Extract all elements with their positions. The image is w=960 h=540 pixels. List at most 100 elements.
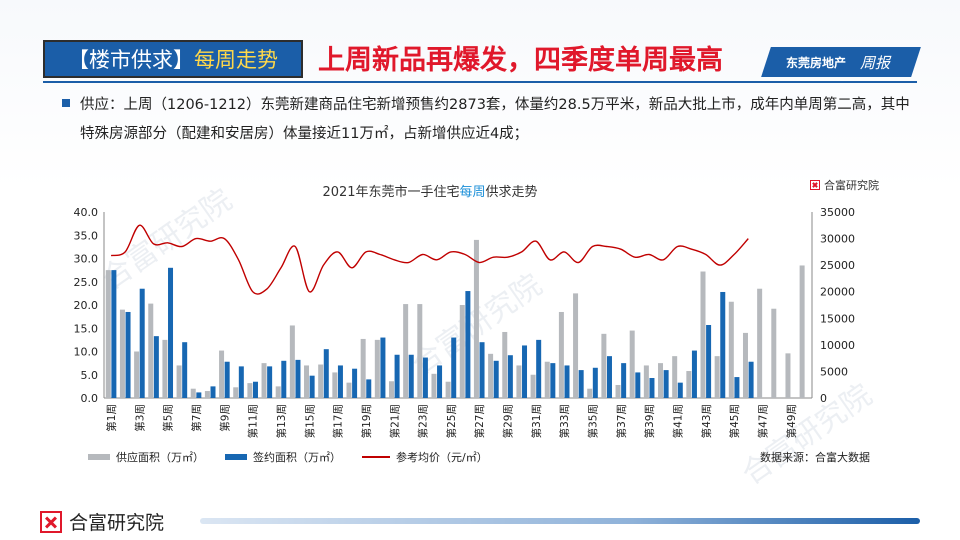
y-tick-label-right: 30000 [820, 233, 855, 246]
bar-sales [592, 367, 598, 398]
bar-supply [502, 331, 508, 398]
bar-supply [686, 371, 692, 398]
y-tick-label-right: 10000 [820, 339, 855, 352]
y-tick-label-right: 25000 [820, 259, 855, 272]
bar-supply [289, 325, 295, 398]
x-tick-label: 第17周 [332, 404, 345, 438]
bar-supply [728, 301, 734, 398]
bar-sales [408, 354, 414, 398]
bar-sales [309, 375, 315, 398]
bar-supply [488, 353, 494, 398]
bar-sales [720, 291, 726, 398]
x-tick-label: 第41周 [671, 404, 684, 438]
bar-sales [479, 342, 485, 398]
x-tick-label: 第23周 [417, 404, 430, 438]
x-tick-label: 第3周 [133, 404, 146, 432]
bar-supply [204, 391, 210, 398]
legend-swatch-sales [225, 454, 247, 460]
y-tick-label-left: 40.0 [74, 206, 99, 219]
bar-sales [706, 324, 712, 398]
bar-sales [238, 366, 244, 398]
bar-sales [380, 337, 386, 398]
bar-supply [799, 265, 805, 398]
legend-label-price: 参考均价（元/㎡） [396, 451, 488, 464]
bar-supply [304, 365, 310, 398]
bar-supply [459, 305, 465, 398]
bar-sales [734, 377, 740, 398]
legend-label-supply: 供应面积（万㎡） [116, 451, 204, 464]
x-tick-label: 第43周 [700, 404, 713, 438]
bar-sales [182, 342, 188, 398]
bar-sales [691, 350, 697, 398]
bar-supply [388, 381, 394, 398]
bar-supply [629, 330, 635, 398]
bar-sales [451, 337, 457, 398]
bar-supply [700, 271, 706, 398]
bar-supply [318, 364, 324, 398]
bar-sales [366, 379, 372, 398]
bar-supply [544, 361, 550, 398]
line-price [110, 224, 749, 295]
bar-supply [473, 239, 479, 398]
x-tick-label: 第33周 [558, 404, 571, 438]
bar-sales [267, 366, 273, 398]
bar-sales [111, 270, 117, 398]
brand-logo-icon [40, 510, 62, 533]
y-tick-label-right: 35000 [820, 206, 855, 219]
bar-sales [295, 359, 301, 398]
bar-supply [643, 365, 649, 398]
section-tag-prefix: 【楼市供求】 [68, 48, 194, 72]
bar-supply [516, 365, 522, 398]
bar-sales [337, 365, 343, 398]
y-tick-label-left: 15.0 [74, 322, 99, 335]
chart-title-prefix: 2021年东莞市一手住宅 [322, 185, 460, 200]
x-tick-label: 第19周 [360, 404, 373, 438]
bar-sales [507, 355, 513, 398]
y-tick-label-left: 10.0 [74, 346, 99, 359]
bar-sales [635, 372, 641, 398]
x-tick-label: 第37周 [615, 404, 628, 438]
bar-supply [530, 374, 536, 398]
legend-item-sales: 签约面积（万㎡） [225, 449, 341, 465]
bar-sales [437, 365, 443, 398]
footer-logo: 合富研究院 [40, 508, 164, 535]
x-tick-label: 第9周 [218, 404, 231, 432]
bar-supply [105, 270, 111, 398]
bar-sales [125, 311, 131, 398]
bar-supply [148, 303, 154, 398]
x-tick-label: 第45周 [728, 404, 741, 438]
chart-logo: 合富研究院 [810, 177, 879, 193]
bar-sales [663, 370, 669, 398]
legend-item-supply: 供应面积（万㎡） [88, 449, 204, 465]
bar-supply [615, 384, 621, 398]
y-tick-label-left: 35.0 [74, 229, 99, 242]
bar-supply [601, 333, 607, 398]
legend-item-price: 参考均价（元/㎡） [362, 449, 488, 465]
brand-logo-icon [810, 180, 820, 190]
bar-sales [210, 386, 216, 398]
bar-supply [219, 350, 225, 398]
bar-sales [352, 368, 358, 398]
bar-supply [176, 365, 182, 398]
bar-supply [658, 363, 664, 398]
bar-supply [587, 388, 593, 398]
bar-supply [190, 388, 196, 398]
y-tick-label-left: 5.0 [81, 369, 99, 382]
bar-supply [672, 356, 678, 398]
bullet-icon [62, 99, 70, 107]
bar-sales [196, 392, 202, 398]
bar-sales [649, 378, 655, 398]
bar-supply [332, 372, 338, 398]
bar-sales [621, 363, 627, 398]
bar-sales [536, 339, 542, 398]
x-tick-label: 第47周 [756, 404, 769, 438]
brand-name: 东莞房地产 [786, 55, 847, 70]
bar-supply [261, 363, 267, 398]
data-source: 数据来源：合富大数据 [760, 451, 870, 464]
y-tick-label-right: 0 [820, 392, 827, 405]
bar-sales [493, 360, 499, 398]
x-tick-label: 第15周 [303, 404, 316, 438]
bar-supply [233, 387, 239, 398]
y-tick-label-left: 20.0 [74, 299, 99, 312]
